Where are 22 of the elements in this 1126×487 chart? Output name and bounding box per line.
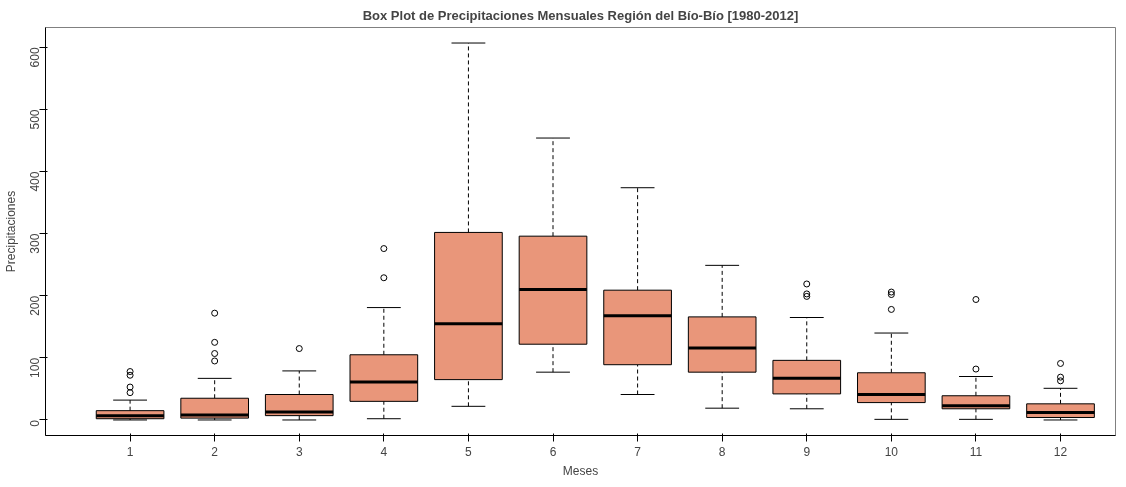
x-axis-title: Meses: [562, 463, 599, 478]
x-tick-label: 6: [549, 444, 557, 459]
y-axis-title: Precipitaciones: [3, 190, 18, 273]
x-tick-label: 5: [465, 444, 473, 459]
y-tick-label: 0: [28, 419, 42, 427]
x-tick-label: 1: [126, 444, 134, 459]
y-tick-label: 400: [28, 171, 42, 192]
x-tick-label: 12: [1053, 444, 1068, 459]
y-tick-label: 100: [28, 357, 42, 378]
y-tick-label: 200: [28, 295, 42, 316]
x-tick-label: 9: [803, 444, 811, 459]
y-tick-label: 600: [28, 47, 42, 68]
x-tick-label: 10: [884, 444, 899, 459]
x-tick-label: 4: [380, 444, 388, 459]
y-tick-label: 500: [28, 109, 42, 130]
chart-title: Box Plot de Precipitaciones Mensuales Región del Bío-Bío [1980-2012]: [362, 7, 799, 23]
x-tick-label: 2: [211, 444, 219, 459]
y-tick-label: 300: [28, 233, 42, 254]
x-tick-label: 3: [295, 444, 303, 459]
x-tick-label: 11: [969, 444, 983, 459]
x-tick-label: 8: [718, 444, 726, 459]
x-tick-label: 7: [634, 444, 642, 459]
